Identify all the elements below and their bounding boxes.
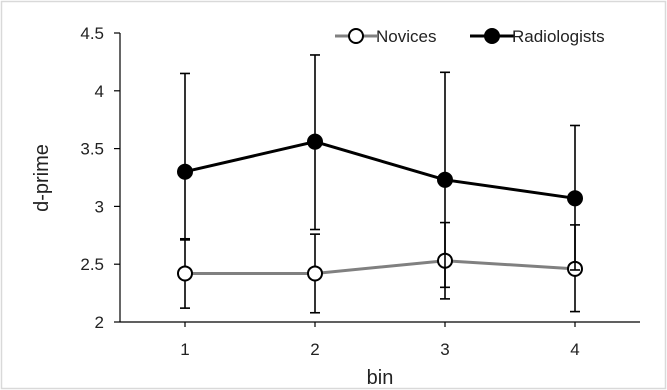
legend-item-radiologists: Radiologists xyxy=(470,27,605,46)
legend-novices-label: Novices xyxy=(376,27,436,46)
y-tick-label: 4.5 xyxy=(80,24,104,43)
series-radiologists xyxy=(177,54,583,289)
y-ticks: 2 2.5 3 3.5 4 4.5 xyxy=(80,24,120,332)
y-tick-label: 3.5 xyxy=(80,140,104,159)
radiologists-point xyxy=(437,171,453,188)
x-tick-label: 3 xyxy=(440,340,449,359)
y-axis-title: d-prime xyxy=(31,144,53,212)
x-tick-label: 1 xyxy=(180,340,189,359)
series-layer xyxy=(177,54,583,314)
novices-point xyxy=(307,265,323,282)
x-ticks: 1 2 3 4 xyxy=(180,322,580,359)
y-tick-label: 3 xyxy=(95,197,104,216)
legend-novices-marker xyxy=(348,28,364,44)
radiologists-point xyxy=(307,133,323,150)
legend-radiologists-label: Radiologists xyxy=(512,27,605,46)
legend-radiologists-marker xyxy=(484,28,500,44)
x-axis-title: bin xyxy=(367,367,394,389)
radiologists-point xyxy=(567,190,583,207)
novices-point xyxy=(177,265,193,282)
series-novices xyxy=(177,221,583,314)
x-tick-label: 4 xyxy=(570,340,579,359)
legend-item-novices: Novices xyxy=(335,27,436,46)
axes: 2 2.5 3 3.5 4 4.5 1 2 3 4 d-prime bin xyxy=(31,24,640,389)
x-tick-label: 2 xyxy=(310,340,319,359)
y-tick-label: 2 xyxy=(95,313,104,332)
radiologists-point xyxy=(177,163,193,180)
y-tick-label: 2.5 xyxy=(80,255,104,274)
novices-line xyxy=(185,259,576,275)
y-tick-label: 4 xyxy=(95,82,104,101)
legend: Novices Radiologists xyxy=(335,27,605,46)
radiologists-line xyxy=(184,140,576,200)
